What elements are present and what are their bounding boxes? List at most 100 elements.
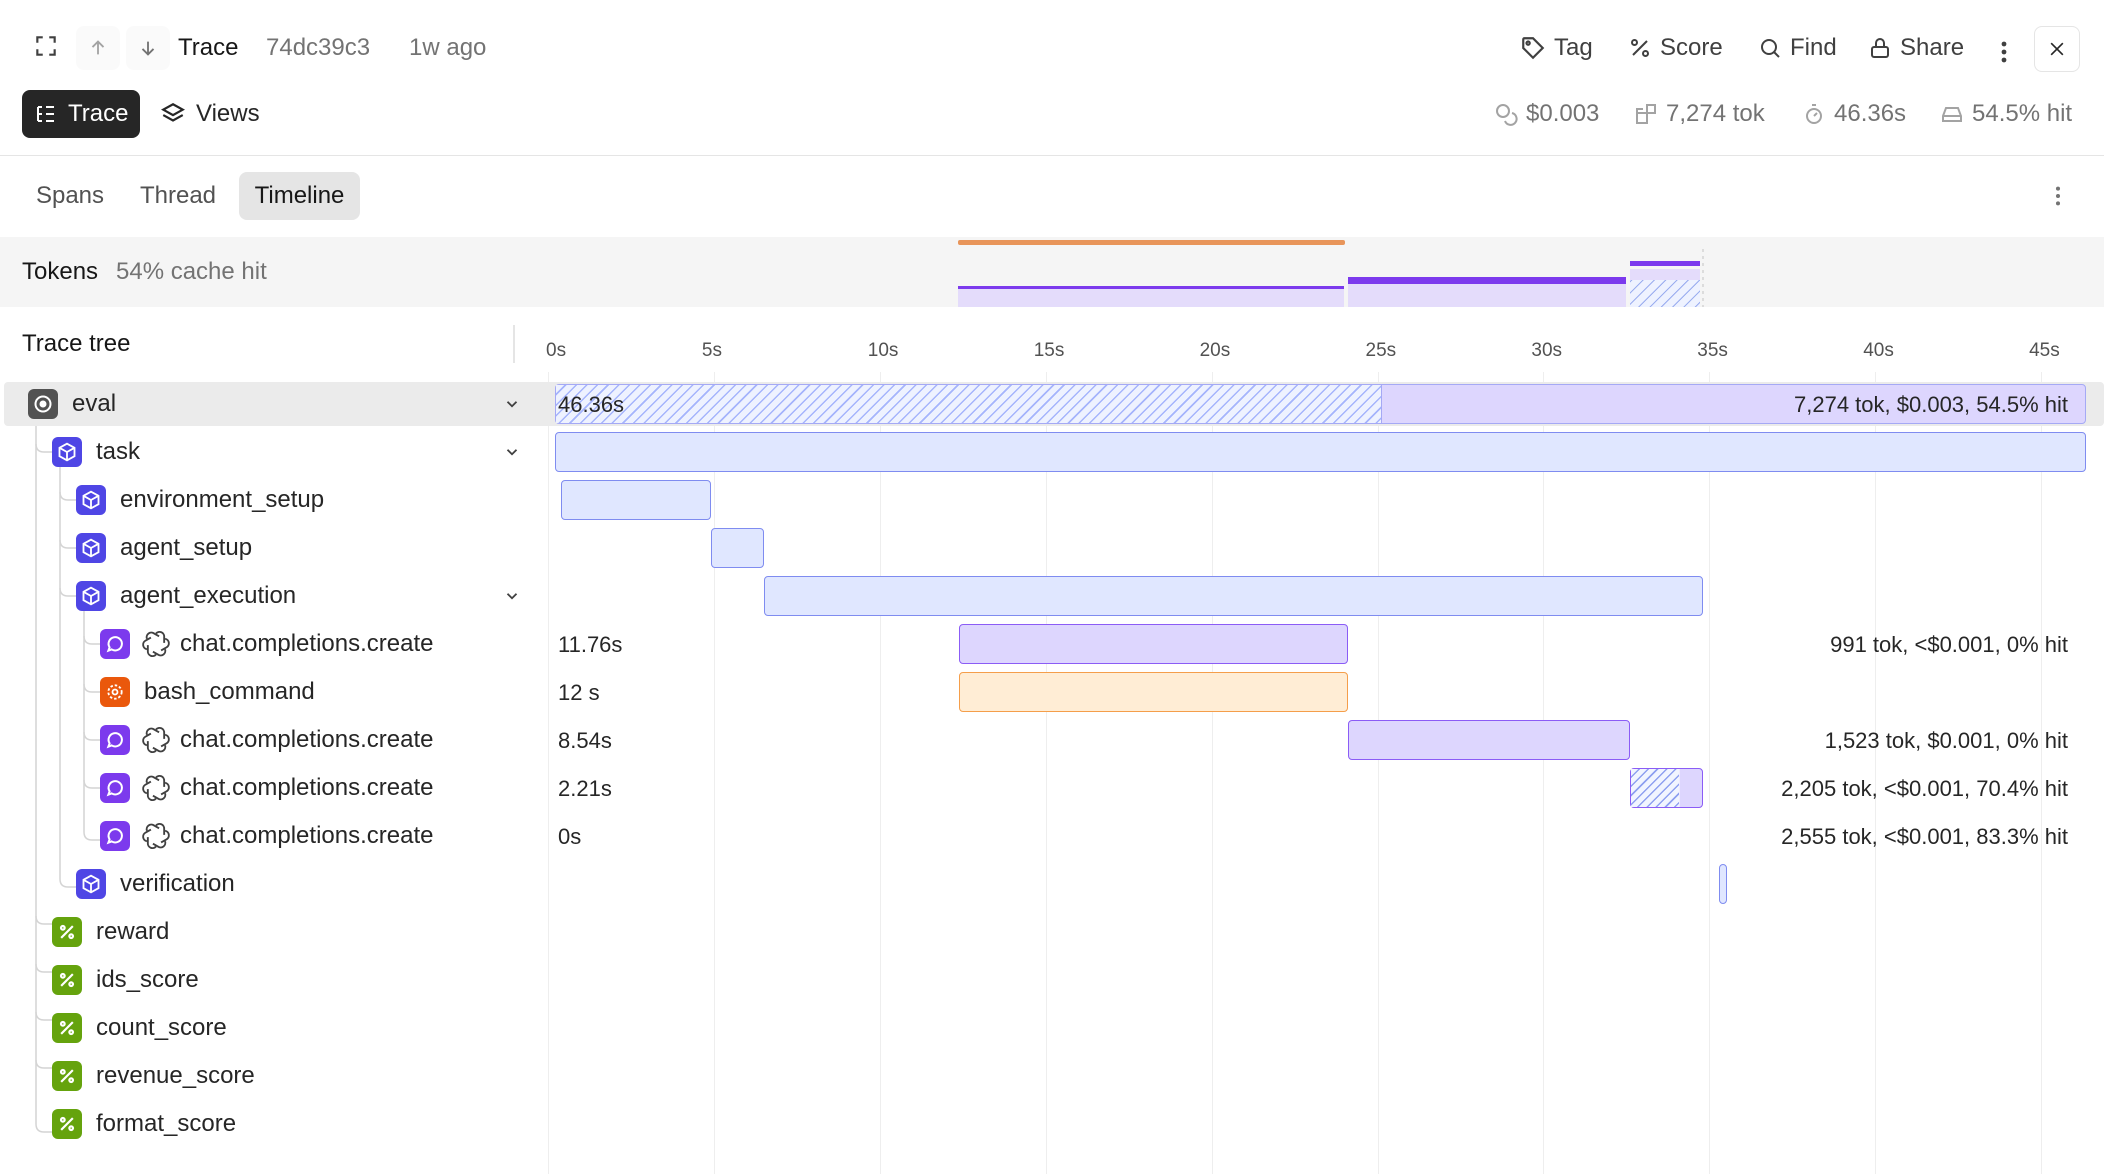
- close-button[interactable]: [2034, 26, 2080, 72]
- tag-button[interactable]: Tag: [1520, 34, 1593, 62]
- grid-line: [1045, 372, 1047, 1174]
- span-bar[interactable]: [959, 672, 1348, 712]
- task-icon: [76, 533, 106, 563]
- tree-node-task[interactable]: agent_setup: [76, 524, 528, 572]
- span-usage: 991 tok, <$0.001, 0% hit: [1830, 632, 2068, 657]
- span-bar[interactable]: [1629, 768, 1703, 808]
- token-bar-llm-3-cached: [1630, 280, 1700, 307]
- tree-node-score[interactable]: count_score: [52, 1004, 528, 1052]
- span-usage: 2,555 tok, <$0.001, 83.3% hit: [1781, 824, 2068, 849]
- trace-view-button[interactable]: Trace: [22, 90, 141, 138]
- token-bar-llm-3: [1630, 269, 1700, 280]
- cached-portion: [555, 385, 1382, 423]
- chevron-down-icon[interactable]: [498, 584, 526, 608]
- axis-tick-label: 10s: [867, 340, 899, 361]
- guide-task: [59, 452, 76, 888]
- task-icon: [76, 869, 106, 899]
- tree-node-task[interactable]: environment_setup: [76, 476, 528, 524]
- axis-tick-label: 20s: [1199, 340, 1231, 361]
- tree-node-tool[interactable]: bash_command: [100, 668, 528, 716]
- more-menu-button[interactable]: [1986, 30, 2022, 74]
- openai-icon: [142, 726, 170, 754]
- find-button[interactable]: Find: [1758, 34, 1837, 62]
- tree-node-llm[interactable]: chat.completions.create: [100, 716, 528, 764]
- span-bar[interactable]: [1347, 720, 1630, 760]
- share-button[interactable]: Share: [1868, 34, 1964, 62]
- tree-node-label: bash_command: [144, 678, 315, 705]
- cached-portion: [1630, 769, 1679, 807]
- axis-tick-label: 0s: [546, 340, 567, 361]
- eval-icon: [28, 389, 58, 419]
- axis-tick-label: 35s: [1697, 340, 1728, 361]
- tree-node-score[interactable]: ids_score: [52, 956, 528, 1004]
- guide-t1: [35, 443, 52, 453]
- tree-node-eval[interactable]: eval: [28, 380, 528, 428]
- tree-node-llm[interactable]: chat.completions.create: [100, 620, 528, 668]
- span-duration: 12 s: [558, 680, 600, 705]
- previous-trace-button[interactable]: [76, 26, 120, 70]
- tree-node-score[interactable]: reward: [52, 908, 528, 956]
- tag-icon: [1522, 37, 1545, 60]
- tokens-label: Tokens: [22, 258, 99, 285]
- llm-chat-icon: [100, 629, 130, 659]
- span-usage: 1,523 tok, $0.001, 0% hit: [1824, 728, 2068, 753]
- tool-icon: [100, 677, 130, 707]
- tab-timeline[interactable]: Timeline: [239, 172, 360, 220]
- search-icon: [1761, 39, 1780, 58]
- views-button[interactable]: Views: [160, 100, 260, 128]
- timeline-options-button[interactable]: [2044, 180, 2072, 212]
- expand-button[interactable]: [24, 24, 68, 68]
- span-bar[interactable]: [959, 624, 1348, 664]
- tree-node-task[interactable]: verification: [76, 860, 528, 908]
- tokens-histogram: [958, 240, 1704, 307]
- tree-node-score[interactable]: revenue_score: [52, 1052, 528, 1100]
- layers-icon: [161, 103, 185, 122]
- trace-id[interactable]: 74dc39c3: [266, 34, 371, 61]
- openai-icon: [142, 630, 170, 658]
- tokens-stat: 7,274 tok: [1634, 100, 1765, 128]
- span-bar[interactable]: [554, 432, 2087, 472]
- span-duration: 8.54s: [558, 728, 612, 753]
- span-duration: 2.21s: [558, 776, 612, 801]
- score-button[interactable]: Score: [1628, 34, 1723, 62]
- axis-tick-label: 30s: [1531, 340, 1563, 361]
- llm-chat-icon: [100, 725, 130, 755]
- tree-node-task[interactable]: agent_execution: [76, 572, 528, 620]
- tree-node-score[interactable]: format_score: [52, 1100, 528, 1148]
- axis-tick-label: 25s: [1365, 340, 1397, 361]
- span-bar[interactable]: [561, 480, 711, 520]
- guide-t5: [83, 635, 100, 645]
- tree-node-label: chat.completions.create: [180, 822, 434, 849]
- score-icon: [52, 917, 82, 947]
- guide-t4: [59, 587, 76, 597]
- token-bar-llm-1-top: [958, 286, 1344, 289]
- span-bar[interactable]: [554, 384, 2087, 424]
- task-icon: [76, 485, 106, 515]
- grid-line: [1543, 372, 1545, 1174]
- grid-line: [1377, 372, 1379, 1174]
- span-bar[interactable]: [1719, 864, 1728, 904]
- tree-guides: [35, 418, 100, 1133]
- score-icon: [52, 1061, 82, 1091]
- chevron-down-icon[interactable]: [498, 440, 526, 464]
- tab-spans[interactable]: Spans: [35, 182, 105, 209]
- tokens-cache-label: 54% cache hit: [116, 258, 267, 285]
- chevron-down-icon[interactable]: [498, 392, 526, 416]
- tree-node-llm[interactable]: chat.completions.create: [100, 764, 528, 812]
- guide-t6: [83, 683, 100, 693]
- tree-node-label: chat.completions.create: [180, 630, 434, 657]
- duration-value: 46.36s: [1834, 100, 1907, 127]
- span-bar[interactable]: [763, 576, 1703, 616]
- tree-node-label: chat.completions.create: [180, 774, 434, 801]
- score-icon: [52, 1109, 82, 1139]
- tree-splitter[interactable]: [513, 325, 515, 363]
- views-label: Views: [196, 100, 260, 127]
- cost-stat: $0.003: [1494, 100, 1599, 128]
- tree-node-label: count_score: [96, 1014, 227, 1041]
- next-trace-button[interactable]: [126, 26, 170, 70]
- tab-thread[interactable]: Thread: [139, 182, 217, 209]
- tree-node-llm[interactable]: chat.completions.create: [100, 812, 528, 860]
- tree-node-task[interactable]: task: [52, 428, 528, 476]
- span-duration: 0s: [558, 824, 582, 849]
- span-bar[interactable]: [710, 528, 764, 568]
